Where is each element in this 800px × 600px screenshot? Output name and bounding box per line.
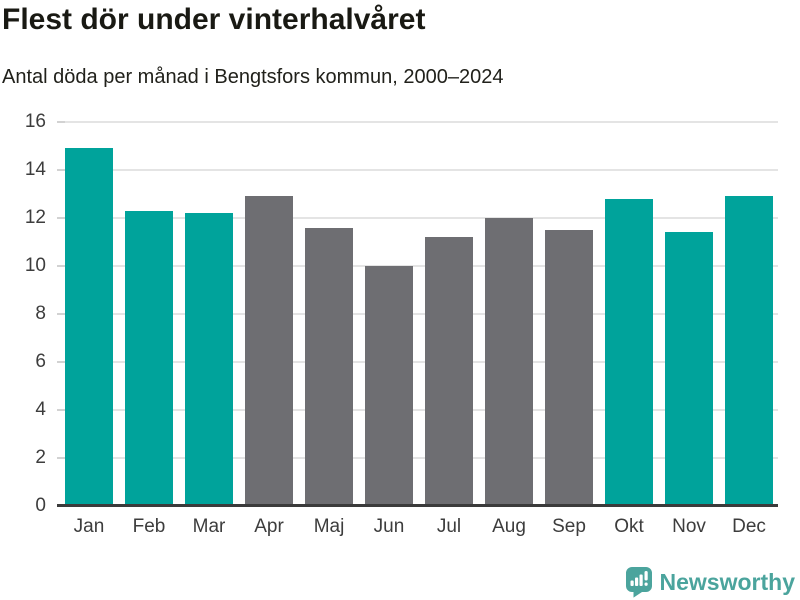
y-axis-label: 16: [24, 111, 46, 132]
chart-subtitle: Antal döda per månad i Bengtsfors kommun…: [2, 66, 504, 88]
x-axis-label: Apr: [254, 516, 284, 537]
x-axis-label: Dec: [732, 516, 766, 537]
x-axis-label: Nov: [672, 516, 706, 537]
y-axis-label: 0: [35, 495, 46, 516]
y-axis-label: 12: [24, 207, 46, 228]
x-axis-label: Maj: [313, 516, 345, 537]
bar-apr: [245, 196, 293, 506]
y-tick: [57, 265, 65, 267]
x-axis-label: Sep: [552, 516, 586, 537]
y-tick: [57, 457, 65, 459]
y-tick: [57, 121, 65, 123]
bar-sep: [545, 230, 593, 506]
bar-dec: [725, 196, 773, 506]
gridline: [65, 121, 778, 123]
chart-title: Flest dör under vinterhalvåret: [2, 3, 426, 36]
x-axis-label: Aug: [492, 516, 526, 537]
plot-area: 0 2 4 6 8 10 12 14 16 Jan Feb Mar Apr Maj Jun Jul Aug Sep…: [25, 111, 778, 537]
y-axis-label: 14: [24, 159, 46, 180]
bar-maj: [305, 227, 353, 506]
bar-jan: [65, 148, 113, 506]
bar-feb: [125, 210, 173, 506]
gridline: [65, 457, 778, 459]
brand-name: Newsworthy: [659, 568, 795, 595]
y-tick: [57, 313, 65, 315]
x-axis-line: [57, 504, 778, 507]
bar-jul: [425, 237, 473, 506]
y-axis-label: 10: [24, 255, 46, 276]
y-axis-label: 2: [35, 447, 46, 468]
gridline: [65, 361, 778, 363]
y-axis-label: 4: [35, 399, 46, 420]
newsworthy-logo-icon: [625, 567, 652, 598]
x-axis-label: Feb: [132, 516, 166, 537]
y-axis-label: 6: [35, 351, 46, 372]
gridline: [65, 265, 778, 267]
y-tick: [57, 361, 65, 363]
gridline: [65, 409, 778, 411]
bar-aug: [485, 218, 533, 506]
brand-footer: Newsworthy: [625, 566, 795, 598]
bar-okt: [605, 198, 653, 506]
y-tick: [57, 409, 65, 411]
gridline: [65, 169, 778, 171]
bar-mar: [185, 213, 233, 506]
gridline: [65, 313, 778, 315]
gridline: [65, 217, 778, 219]
x-axis-label: Jun: [373, 516, 405, 537]
y-axis-label: 8: [35, 303, 46, 324]
y-tick: [57, 217, 65, 219]
y-tick: [57, 169, 65, 171]
bar-nov: [665, 232, 713, 506]
x-axis-label: Okt: [614, 516, 644, 537]
x-axis-label: Jul: [436, 516, 462, 537]
bar-jun: [365, 266, 413, 506]
x-axis-label: Mar: [192, 516, 226, 537]
x-axis-label: Jan: [73, 516, 105, 537]
